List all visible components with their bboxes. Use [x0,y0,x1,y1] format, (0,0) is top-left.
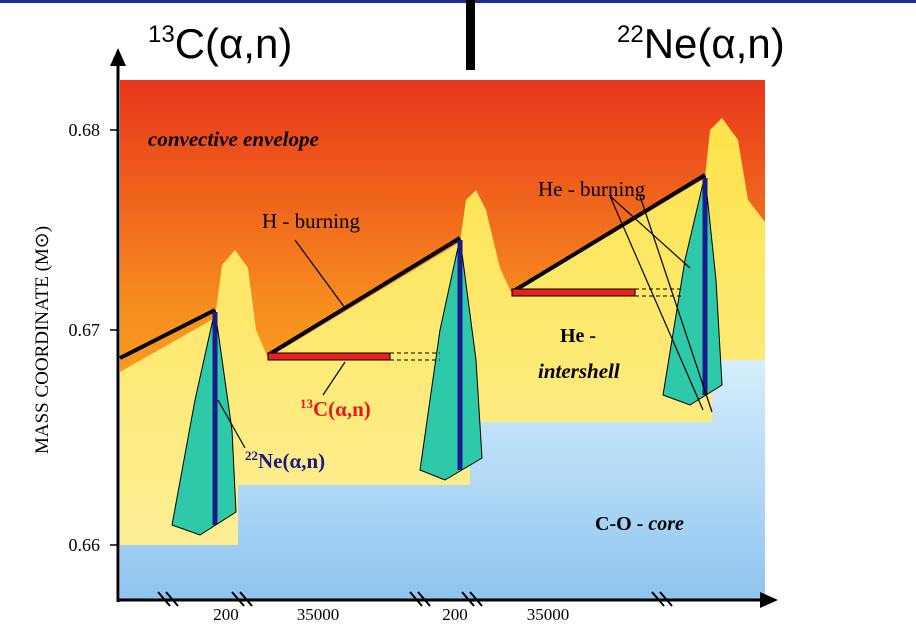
y-axis-label: MASS COORDINATE (M⊙) [32,226,53,454]
header-text: Ne(α,n) [644,20,785,67]
intershell-label: He - [560,325,596,347]
y-tick-label: 0.68 [69,120,101,140]
h-burning-label: H - burning [262,209,360,233]
x-tick-label: 35000 [297,605,340,624]
intershell-label: intershell [538,359,620,383]
core-label: C-O - core [595,513,684,535]
header-left: 13C(α,n) [148,20,292,67]
ne22-text: Ne(α,n) [258,449,325,473]
ne22-sup: 22 [245,448,258,463]
top-rule [0,0,916,3]
header-right: 22Ne(α,n) [617,20,785,67]
x-tick-label: 35000 [527,605,570,624]
x-tick-label: 200 [442,605,468,624]
x-ticks: 200 35000 200 35000 [213,605,569,624]
header-text: C(α,n) [175,20,293,67]
he-burning-label: He - burning [538,177,646,201]
ne22-label: 22Ne(α,n) [245,448,325,473]
c13-text: C(α,n) [313,397,371,421]
c13-sup: 13 [300,396,314,411]
y-ticks: 0.68 0.67 0.66 [69,120,101,555]
slide: 13C(α,n) 22Ne(α,n) 0.68 0.67 0.66 MASS C… [0,0,916,629]
header-sup: 22 [617,21,644,48]
envelope-label: convective envelope [148,127,319,151]
core-label-2: core [648,513,684,535]
x-tick-label: 200 [213,605,239,624]
y-tick-label: 0.66 [69,535,101,555]
header-sup: 13 [148,21,175,48]
y-tick-label: 0.67 [69,320,101,340]
divider [466,0,475,70]
core-label-1: C-O - [595,513,648,535]
